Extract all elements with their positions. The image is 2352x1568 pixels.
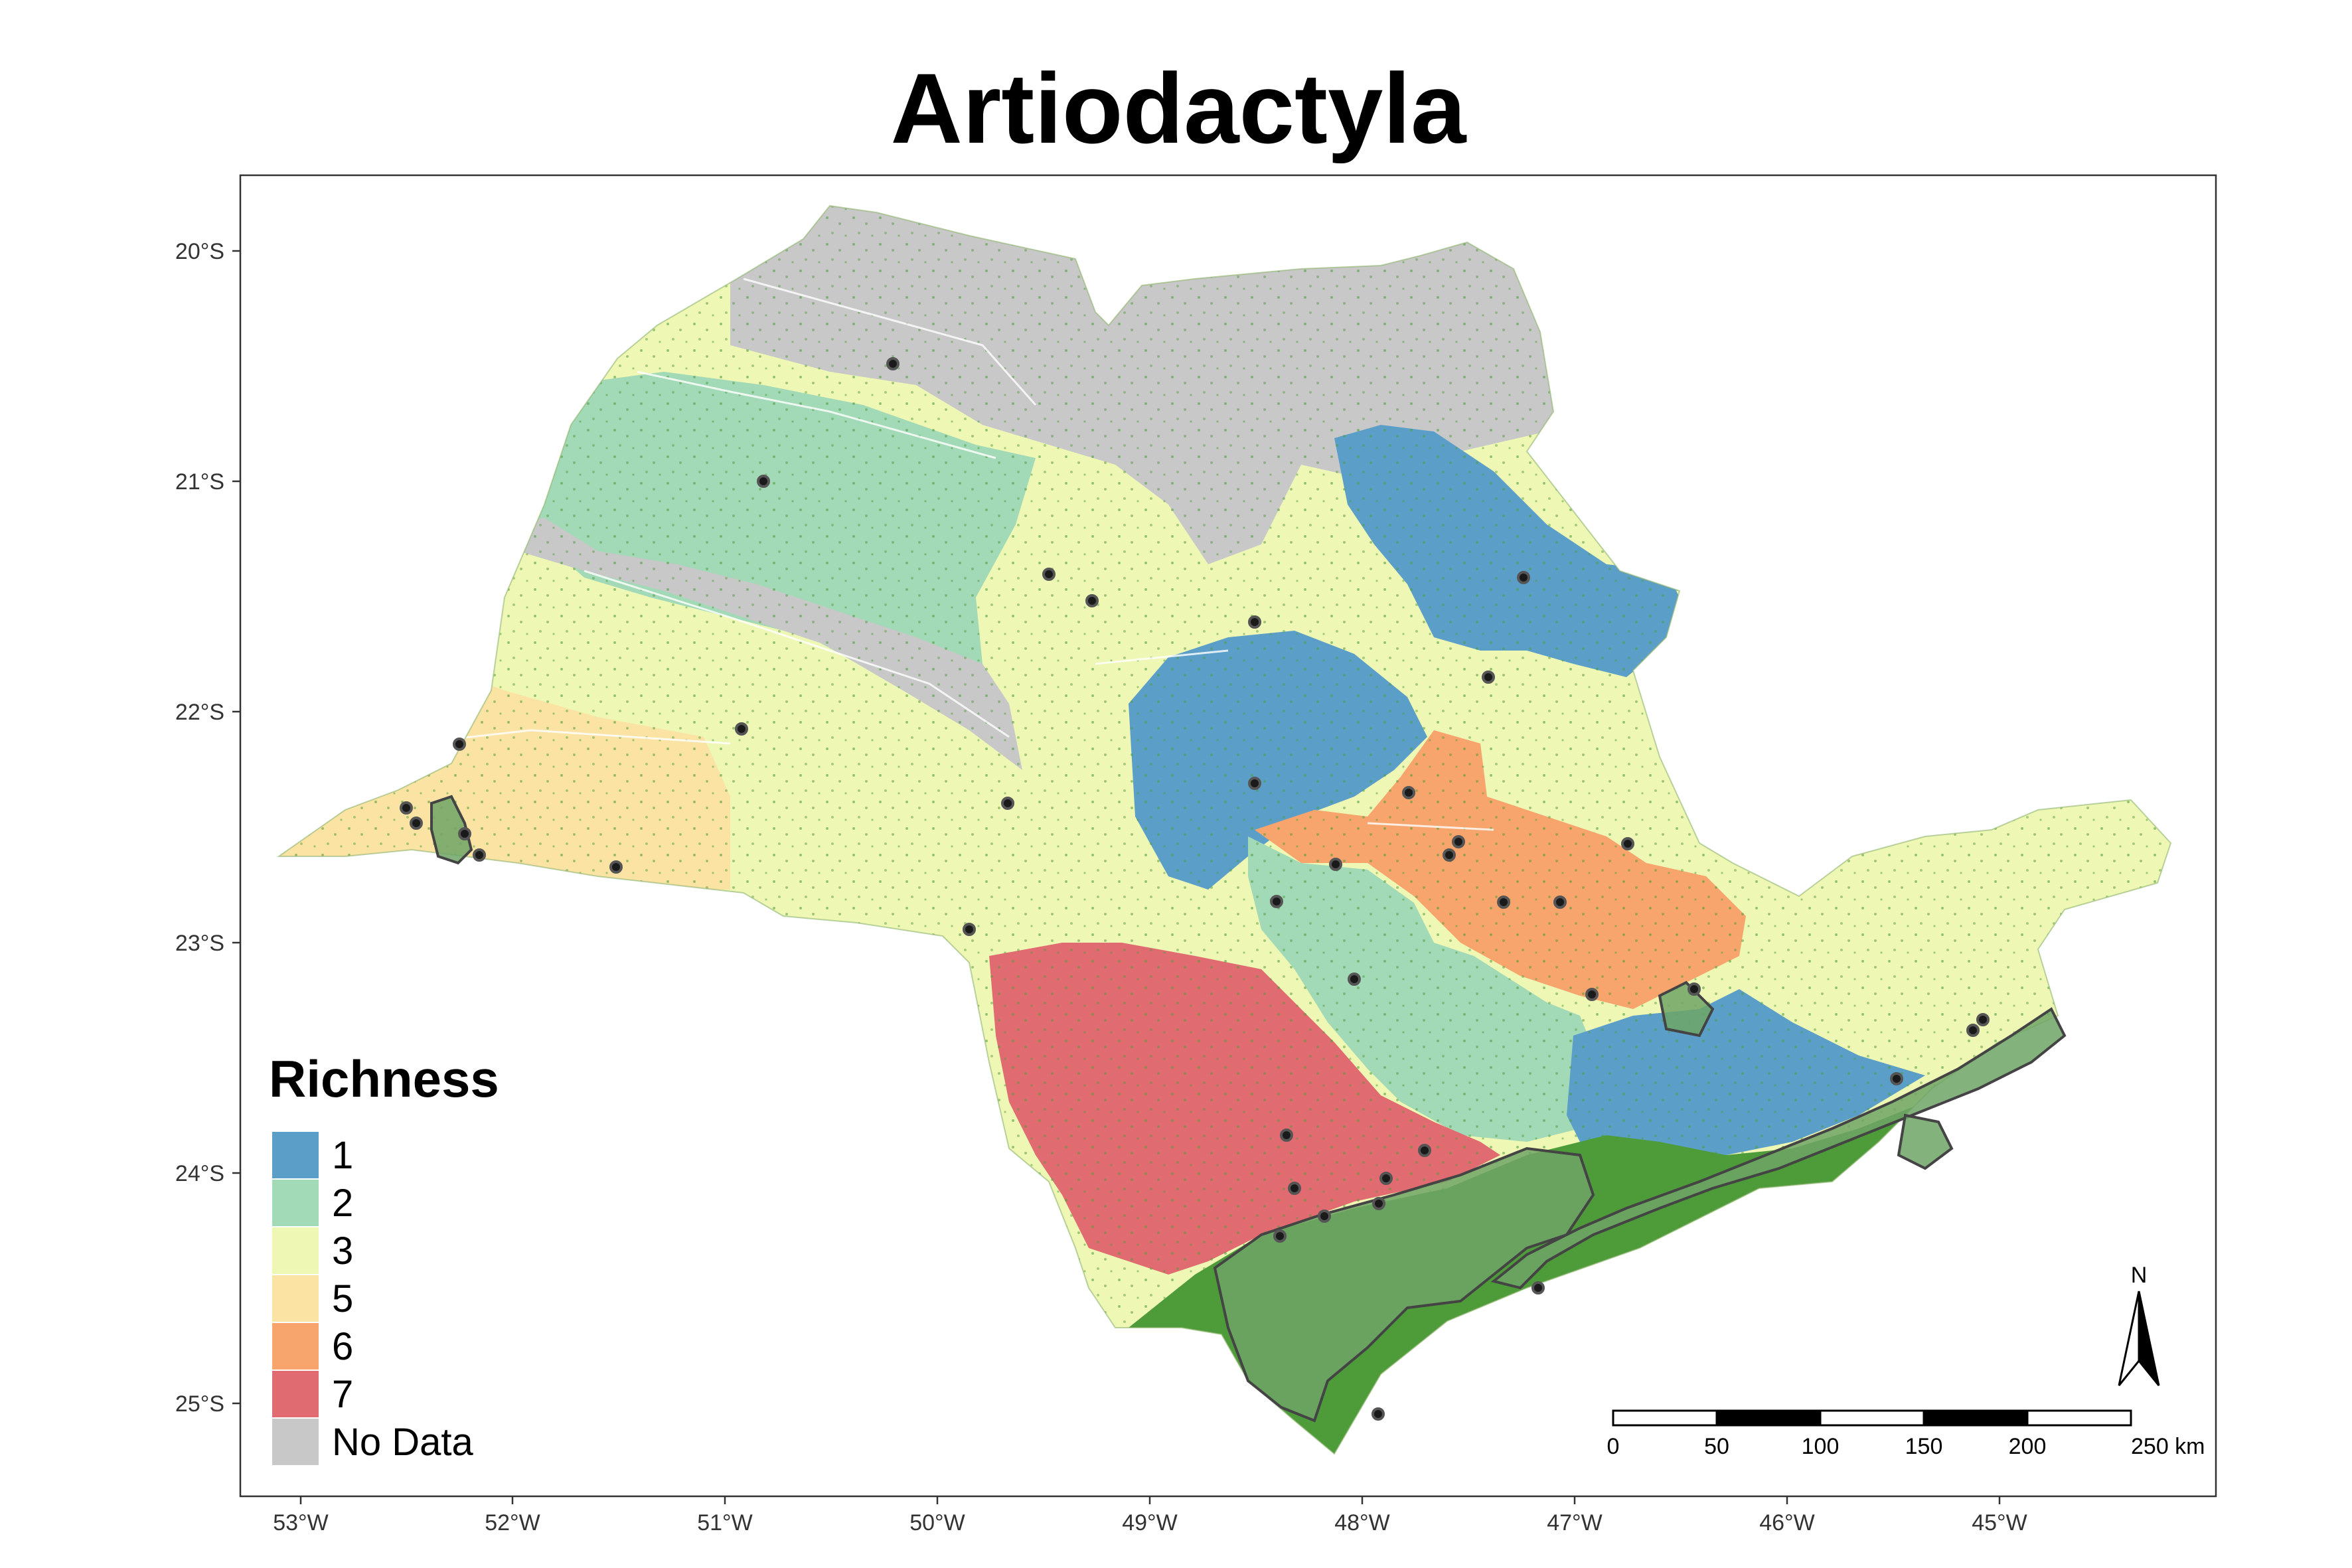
x-tick-label: 49°W — [1122, 1510, 1178, 1535]
site-point — [400, 801, 413, 815]
site-point — [963, 923, 976, 936]
x-tick-label: 51°W — [697, 1510, 753, 1535]
legend-label: 3 — [332, 1229, 353, 1273]
y-tick-label: 21°S — [175, 469, 224, 495]
x-tick-label: 53°W — [273, 1510, 329, 1535]
scale-segment — [1612, 1409, 1718, 1427]
site-point — [1318, 1210, 1331, 1223]
site-point — [1418, 1144, 1431, 1157]
y-axis: 20°S 21°S 22°S 23°S 24°S 25°S — [175, 239, 240, 1417]
site-point — [1402, 786, 1415, 799]
site-point — [473, 848, 486, 862]
legend-swatch — [272, 1275, 319, 1322]
legend-swatch — [272, 1180, 319, 1226]
protected-area-serra-do-mar-north — [1490, 1007, 2067, 1290]
x-tick-label: 48°W — [1334, 1510, 1390, 1535]
legend-swatch — [272, 1419, 319, 1465]
scale-label: 200 — [2009, 1434, 2047, 1459]
y-tick-label: 24°S — [175, 1161, 224, 1186]
site-point — [757, 475, 770, 488]
legend-swatch — [272, 1132, 319, 1178]
site-point — [1379, 1172, 1393, 1185]
site-point — [1280, 1129, 1293, 1142]
scale-segment — [2026, 1409, 2132, 1427]
legend-label: 6 — [332, 1325, 353, 1368]
site-point — [1687, 982, 1701, 996]
site-point — [1966, 1024, 1980, 1037]
site-point — [1585, 988, 1599, 1001]
site-point — [735, 722, 748, 736]
river-lines — [411, 277, 1494, 831]
site-point — [1270, 895, 1283, 908]
site-point — [1976, 1013, 1990, 1026]
legend-label: 2 — [332, 1182, 353, 1225]
site-point — [410, 817, 423, 830]
protected-areas — [430, 795, 2067, 1423]
scale-label: 250 km — [2131, 1434, 2205, 1459]
scale-bar: 0 50 100 150 200 250 km — [1607, 1409, 2205, 1459]
legend-label: 1 — [332, 1134, 353, 1177]
site-point — [453, 738, 466, 751]
map-title: Artiodactyla — [891, 52, 1467, 164]
x-axis: 53°W 52°W 51°W 50°W 49°W 48°W 47°W 46°W … — [273, 1496, 2027, 1535]
site-point — [1329, 858, 1342, 871]
site-point — [1372, 1407, 1385, 1421]
legend-label: 5 — [332, 1277, 353, 1320]
site-points — [400, 357, 1990, 1421]
legend-swatch — [272, 1323, 319, 1370]
scale-label: 50 — [1704, 1434, 1729, 1459]
site-point — [1042, 568, 1056, 581]
state-outline — [276, 204, 2172, 1455]
legend-title: Richness — [269, 1050, 499, 1108]
x-tick-label: 46°W — [1759, 1510, 1815, 1535]
x-tick-label: 45°W — [1972, 1510, 2027, 1535]
site-point — [458, 827, 471, 840]
site-point — [1288, 1182, 1301, 1195]
protected-area-east-small — [1658, 980, 1715, 1038]
site-point — [609, 860, 623, 874]
legend-label: 7 — [332, 1373, 353, 1416]
scale-segment — [1922, 1409, 2029, 1427]
site-point — [1517, 571, 1530, 584]
north-arrow: N — [2118, 1263, 2160, 1386]
site-point — [1482, 670, 1495, 684]
site-point — [1553, 896, 1567, 909]
north-arrow-right-icon — [2138, 1291, 2160, 1386]
legend-swatch — [272, 1227, 319, 1274]
site-point — [1452, 835, 1465, 848]
north-label: N — [2131, 1263, 2148, 1288]
scale-label: 0 — [1607, 1434, 1620, 1459]
scale-label: 100 — [1802, 1434, 1840, 1459]
y-tick-label: 22°S — [175, 700, 224, 725]
legend: Richness 1 2 3 5 6 7 No Data — [269, 1050, 499, 1465]
y-tick-label: 25°S — [175, 1391, 224, 1417]
scale-label: 150 — [1905, 1434, 1943, 1459]
site-point — [1001, 797, 1014, 810]
site-point — [1248, 615, 1261, 629]
protected-area-island — [1897, 1113, 1954, 1170]
site-point — [1531, 1281, 1545, 1294]
site-point — [1248, 777, 1261, 790]
protected-area-serra-do-mar-south — [1213, 1146, 1595, 1423]
x-tick-label: 50°W — [909, 1510, 965, 1535]
x-tick-label: 52°W — [485, 1510, 540, 1535]
site-point — [1273, 1229, 1287, 1243]
site-point — [886, 357, 900, 370]
scale-segment — [1819, 1409, 1925, 1427]
legend-swatch — [272, 1371, 319, 1417]
site-point — [1497, 896, 1510, 909]
y-tick-label: 23°S — [175, 931, 224, 956]
x-tick-label: 47°W — [1547, 1510, 1603, 1535]
site-point — [1085, 594, 1099, 607]
protected-area-morro-do-diabo — [430, 795, 473, 865]
site-point — [1621, 837, 1634, 850]
site-point — [1890, 1072, 1903, 1085]
site-point — [1372, 1197, 1385, 1210]
legend-label: No Data — [332, 1421, 474, 1464]
site-point — [1443, 848, 1456, 862]
scale-segment — [1715, 1409, 1822, 1427]
y-tick-label: 20°S — [175, 239, 224, 264]
site-point — [1348, 973, 1361, 986]
